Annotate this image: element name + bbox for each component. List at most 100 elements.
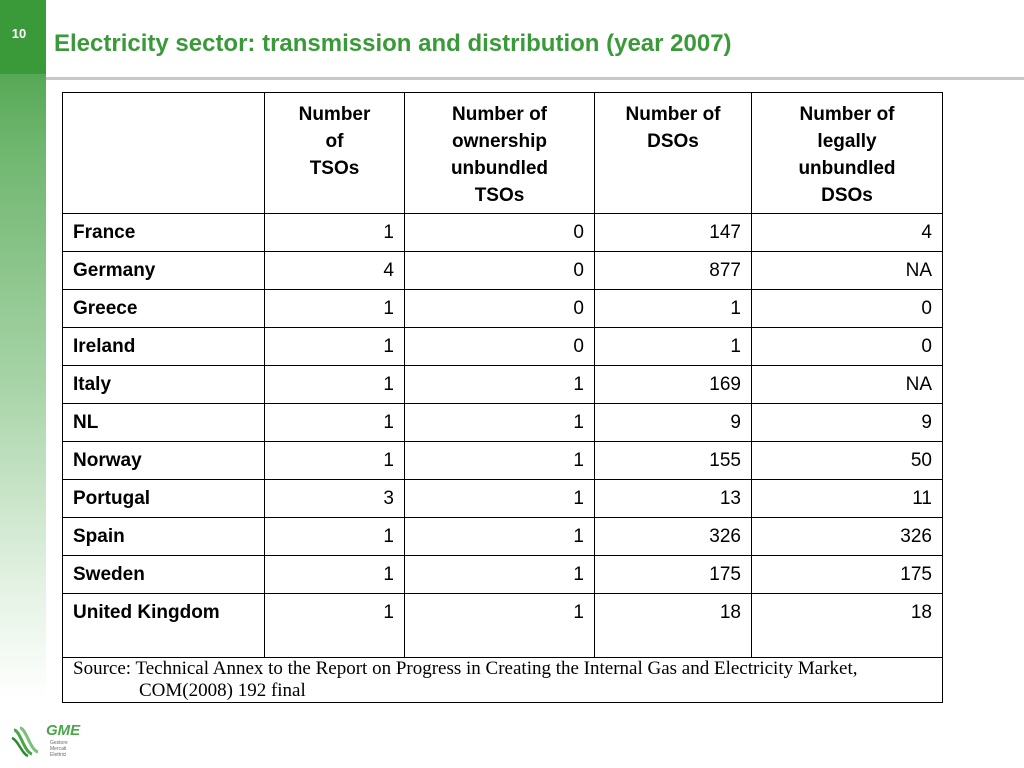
header-line: TSOs bbox=[474, 185, 525, 206]
tsos-cell: 1 bbox=[264, 365, 405, 404]
unbundled-tsos-cell: 1 bbox=[404, 441, 595, 480]
gme-logo: GME Gestore Mercati Elettrici bbox=[10, 722, 90, 762]
unbundled-dsos-cell: 175 bbox=[751, 555, 943, 594]
header-line: unbundled bbox=[450, 158, 549, 179]
header-dsos: Number of DSOs bbox=[594, 92, 752, 214]
table-header-row: Number of TSOs Number of ownership unbun… bbox=[62, 92, 943, 214]
dsos-cell: 1 bbox=[594, 289, 752, 328]
country-cell: Spain bbox=[62, 517, 265, 556]
country-cell: Greece bbox=[62, 289, 265, 328]
country-cell: Germany bbox=[62, 251, 265, 290]
header-line: legally bbox=[817, 131, 877, 152]
unbundled-dsos-cell: 0 bbox=[751, 289, 943, 328]
unbundled-dsos-cell: 0 bbox=[751, 327, 943, 366]
table-row: Portugal 3 1 13 11 bbox=[62, 479, 943, 518]
table-row: Spain 1 1 326 326 bbox=[62, 517, 943, 556]
unbundled-tsos-cell: 0 bbox=[404, 289, 595, 328]
unbundled-tsos-cell: 1 bbox=[404, 403, 595, 442]
country-cell: Italy bbox=[62, 365, 265, 404]
unbundled-tsos-cell: 1 bbox=[404, 479, 595, 518]
country-cell: NL bbox=[62, 403, 265, 442]
dsos-cell: 1 bbox=[594, 327, 752, 366]
header-line: Number of bbox=[452, 104, 547, 125]
table-row: Greece 1 0 1 0 bbox=[62, 289, 943, 328]
tsos-cell: 1 bbox=[264, 441, 405, 480]
tsos-cell: 1 bbox=[264, 593, 405, 658]
source-line-1: Source: Technical Annex to the Report on… bbox=[73, 658, 858, 679]
table-row: Sweden 1 1 175 175 bbox=[62, 555, 943, 594]
unbundled-tsos-cell: 1 bbox=[404, 555, 595, 594]
table-row: France 1 0 147 4 bbox=[62, 213, 943, 252]
header-line: TSOs bbox=[309, 158, 360, 179]
unbundled-dsos-cell: 11 bbox=[751, 479, 943, 518]
header-country bbox=[62, 92, 265, 214]
unbundled-tsos-cell: 0 bbox=[404, 327, 595, 366]
header-line: Number of bbox=[625, 104, 721, 125]
unbundled-tsos-cell: 1 bbox=[404, 517, 595, 556]
header-line: of bbox=[325, 131, 344, 152]
slide-title: Electricity sector: transmission and dis… bbox=[54, 30, 732, 57]
tsos-cell: 4 bbox=[264, 251, 405, 290]
country-cell: Ireland bbox=[62, 327, 265, 366]
country-cell: Norway bbox=[62, 441, 265, 480]
tsos-cell: 1 bbox=[264, 289, 405, 328]
header-line: ownership bbox=[451, 131, 547, 152]
source-note: Source: Technical Annex to the Report on… bbox=[62, 657, 943, 703]
unbundled-dsos-cell: NA bbox=[751, 365, 943, 404]
dsos-cell: 18 bbox=[594, 593, 752, 658]
slide-number: 10 bbox=[11, 26, 27, 41]
tsos-cell: 1 bbox=[264, 517, 405, 556]
side-gradient-bar bbox=[0, 0, 46, 700]
country-cell: United Kingdom bbox=[62, 593, 265, 658]
table-row: Italy 1 1 169 NA bbox=[62, 365, 943, 404]
logo-sub-line: Elettrici bbox=[50, 752, 67, 758]
unbundled-dsos-cell: 50 bbox=[751, 441, 943, 480]
dsos-cell: 13 bbox=[594, 479, 752, 518]
unbundled-dsos-cell: 326 bbox=[751, 517, 943, 556]
data-table: Number of TSOs Number of ownership unbun… bbox=[62, 92, 943, 703]
country-cell: France bbox=[62, 213, 265, 252]
unbundled-tsos-cell: 1 bbox=[404, 365, 595, 404]
unbundled-dsos-cell: 18 bbox=[751, 593, 943, 658]
header-line: Number of bbox=[799, 104, 895, 125]
dsos-cell: 877 bbox=[594, 251, 752, 290]
title-divider bbox=[46, 77, 1024, 80]
header-unbundled-tsos: Number of ownership unbundled TSOs bbox=[404, 92, 595, 214]
tsos-cell: 1 bbox=[264, 403, 405, 442]
table-row: United Kingdom 1 1 18 18 bbox=[62, 593, 943, 658]
logo-sub-line: Mercati bbox=[50, 746, 67, 752]
country-cell: Portugal bbox=[62, 479, 265, 518]
logo-name: GME bbox=[46, 722, 81, 739]
gme-swirl-icon bbox=[11, 726, 39, 758]
unbundled-tsos-cell: 0 bbox=[404, 251, 595, 290]
header-tsos: Number of TSOs bbox=[264, 92, 405, 214]
unbundled-dsos-cell: NA bbox=[751, 251, 943, 290]
slide-number-box: 10 bbox=[0, 0, 46, 74]
header-line: unbundled bbox=[798, 158, 896, 179]
unbundled-tsos-cell: 0 bbox=[404, 213, 595, 252]
dsos-cell: 147 bbox=[594, 213, 752, 252]
logo-sub-line: Gestore bbox=[50, 740, 68, 746]
tsos-cell: 1 bbox=[264, 327, 405, 366]
tsos-cell: 1 bbox=[264, 213, 405, 252]
header-line: DSOs bbox=[821, 185, 873, 206]
dsos-cell: 326 bbox=[594, 517, 752, 556]
unbundled-dsos-cell: 9 bbox=[751, 403, 943, 442]
header-line: Number bbox=[298, 104, 371, 125]
unbundled-dsos-cell: 4 bbox=[751, 213, 943, 252]
tsos-cell: 3 bbox=[264, 479, 405, 518]
country-cell: Sweden bbox=[62, 555, 265, 594]
table-row: Ireland 1 0 1 0 bbox=[62, 327, 943, 366]
header-unbundled-dsos: Number of legally unbundled DSOs bbox=[751, 92, 943, 214]
unbundled-tsos-cell: 1 bbox=[404, 593, 595, 658]
source-line-2: COM(2008) 192 final bbox=[139, 680, 306, 701]
dsos-cell: 175 bbox=[594, 555, 752, 594]
table-row: NL 1 1 9 9 bbox=[62, 403, 943, 442]
tsos-cell: 1 bbox=[264, 555, 405, 594]
dsos-cell: 155 bbox=[594, 441, 752, 480]
dsos-cell: 169 bbox=[594, 365, 752, 404]
logo-subtitle: Gestore Mercati Elettrici bbox=[50, 740, 68, 758]
source-row: Source: Technical Annex to the Report on… bbox=[62, 657, 943, 703]
dsos-cell: 9 bbox=[594, 403, 752, 442]
table-row: Norway 1 1 155 50 bbox=[62, 441, 943, 480]
